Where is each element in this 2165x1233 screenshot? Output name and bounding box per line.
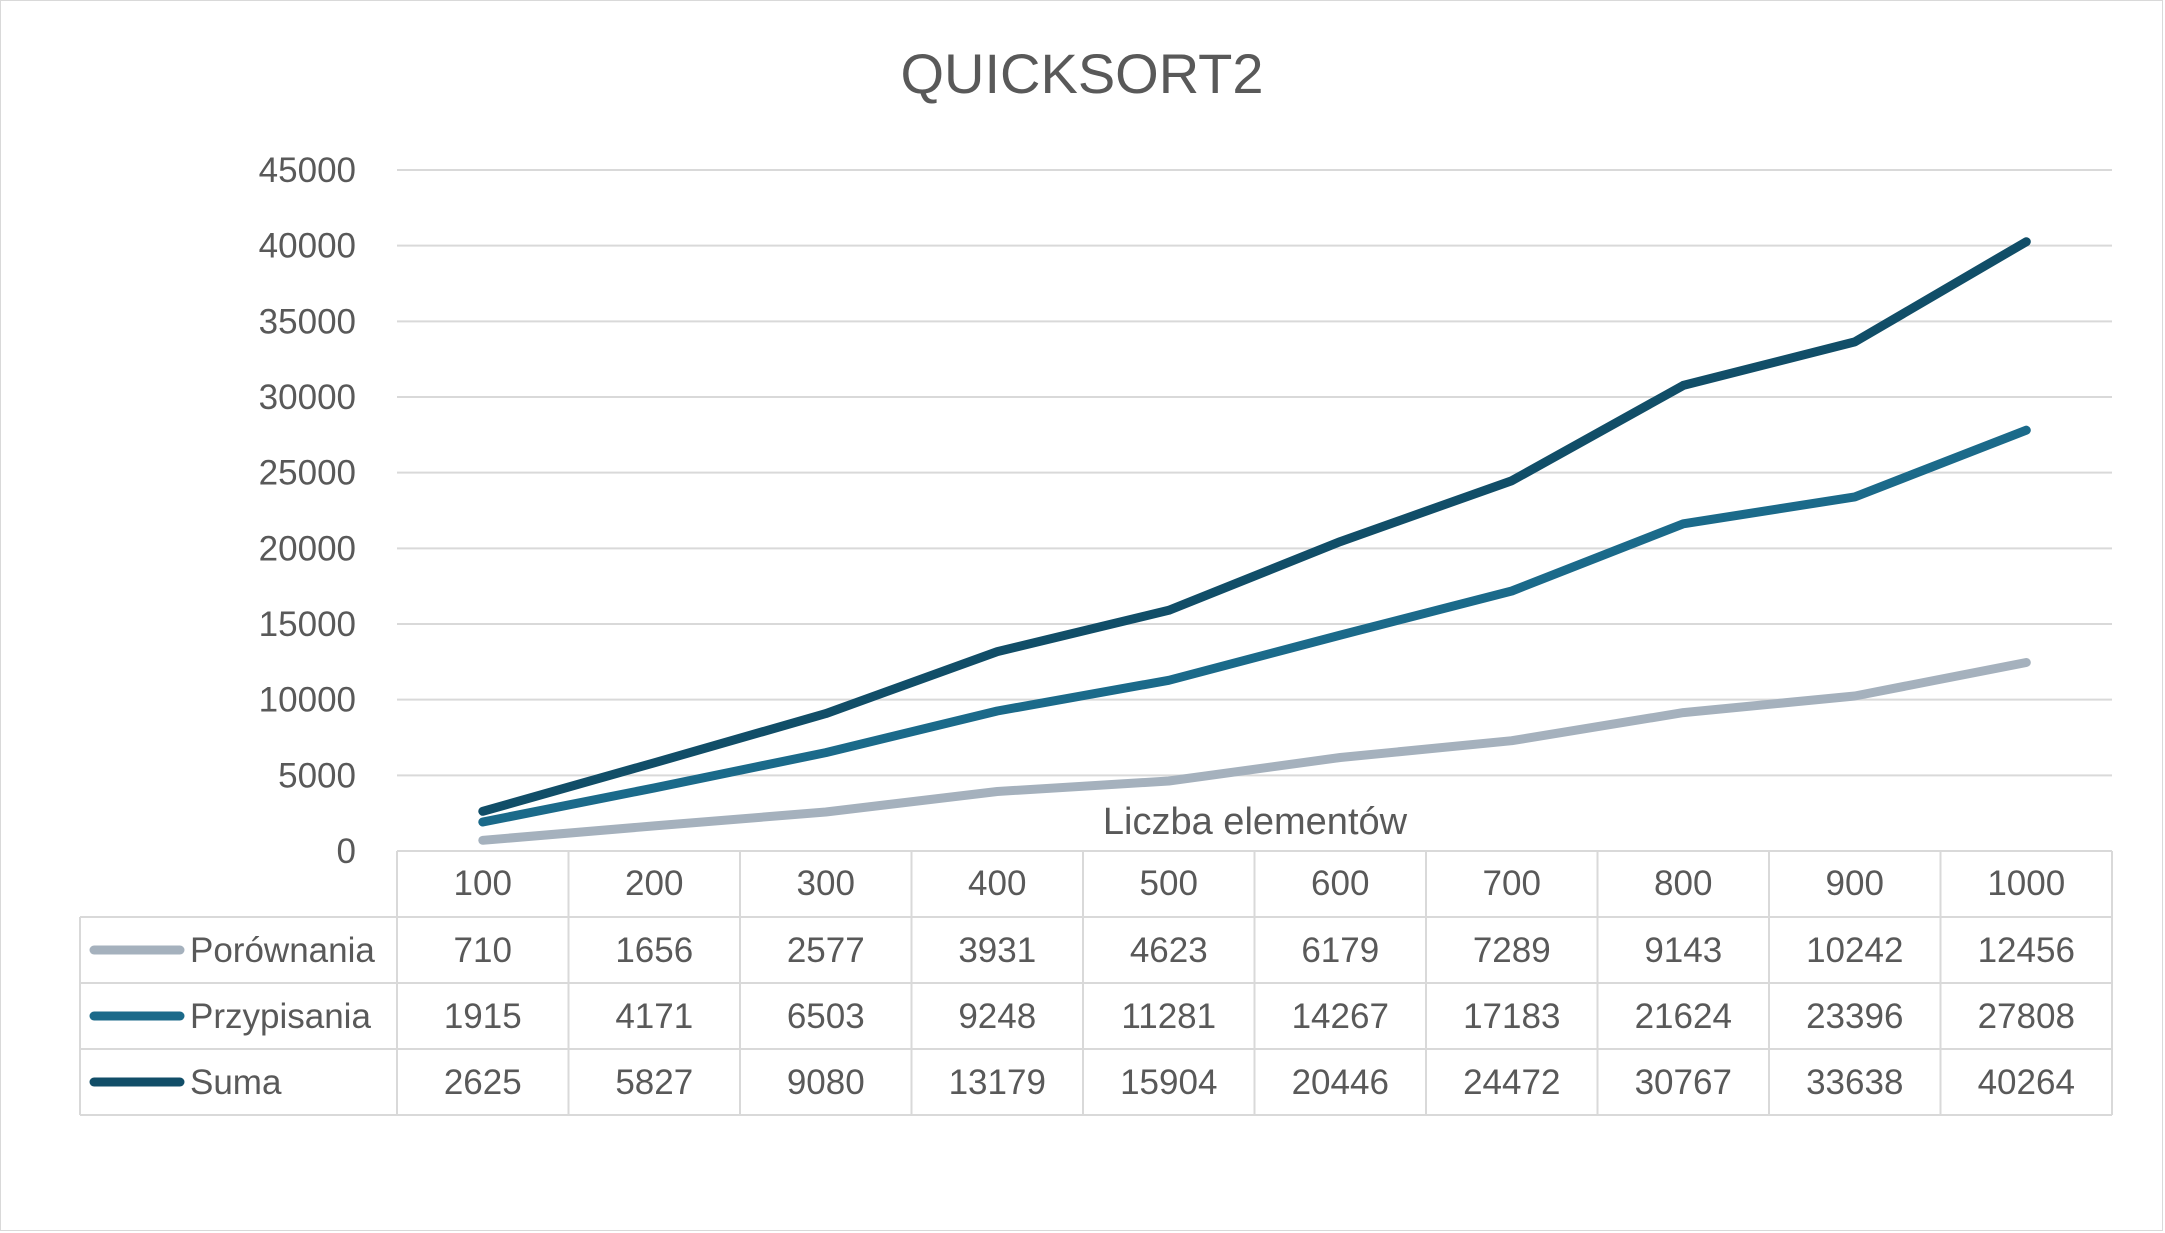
series-line bbox=[478, 425, 2031, 827]
data-label: 10242 bbox=[1806, 931, 1903, 970]
x-tick-label: 200 bbox=[625, 864, 683, 903]
y-tick-label: 10000 bbox=[259, 681, 356, 720]
data-label: 2625 bbox=[444, 1063, 522, 1102]
x-tick-label: 800 bbox=[1654, 864, 1712, 903]
y-tick-label: 25000 bbox=[259, 454, 356, 493]
data-label: 4171 bbox=[615, 997, 693, 1036]
y-tick-label: 0 bbox=[337, 832, 356, 871]
data-label: 17183 bbox=[1463, 997, 1560, 1036]
data-label: 13179 bbox=[949, 1063, 1046, 1102]
series-lines bbox=[478, 237, 2031, 845]
y-tick-label: 20000 bbox=[259, 529, 356, 568]
data-label: 9248 bbox=[958, 997, 1036, 1036]
data-label: 11281 bbox=[1121, 997, 1216, 1036]
y-tick-label: 15000 bbox=[259, 605, 356, 644]
data-label: 20446 bbox=[1292, 1063, 1389, 1102]
chart-title: QUICKSORT2 bbox=[900, 42, 1263, 105]
legend-label: Porównania bbox=[190, 931, 375, 970]
data-label: 12456 bbox=[1978, 931, 2075, 970]
x-tick-label: 900 bbox=[1826, 864, 1884, 903]
data-label: 3931 bbox=[958, 931, 1036, 970]
y-tick-label: 30000 bbox=[259, 378, 356, 417]
x-tick-label: 100 bbox=[454, 864, 512, 903]
x-axis-label: Liczba elementów bbox=[1103, 801, 1408, 843]
data-label: 21624 bbox=[1635, 997, 1732, 1036]
series-line bbox=[478, 658, 2031, 845]
data-label: 33638 bbox=[1806, 1063, 1903, 1102]
data-label: 27808 bbox=[1978, 997, 2075, 1036]
legend-label: Suma bbox=[190, 1063, 282, 1102]
x-tick-label: 1000 bbox=[1987, 864, 2065, 903]
data-label: 2577 bbox=[787, 931, 865, 970]
legend-label: Przypisania bbox=[190, 997, 371, 1036]
data-table: 100 200 300 400 500 600 700 800 900 1000 Porównani… bbox=[79, 850, 2113, 1116]
data-label: 4623 bbox=[1130, 931, 1208, 970]
data-label: 15904 bbox=[1120, 1063, 1217, 1102]
data-label: 5827 bbox=[615, 1063, 693, 1102]
x-tick-label: 500 bbox=[1140, 864, 1198, 903]
data-label: 1915 bbox=[444, 997, 522, 1036]
data-label: 9080 bbox=[787, 1063, 865, 1102]
data-label: 1656 bbox=[615, 931, 693, 970]
data-label: 40264 bbox=[1978, 1063, 2075, 1102]
y-axis-ticks: 0 5000 10000 15000 20000 25000 30000 35000 40000… bbox=[259, 151, 356, 871]
y-tick-label: 45000 bbox=[259, 151, 356, 190]
x-tick-label: 700 bbox=[1483, 864, 1541, 903]
gridlines bbox=[397, 169, 2112, 777]
x-tick-label: 400 bbox=[968, 864, 1026, 903]
x-tick-label: 300 bbox=[797, 864, 855, 903]
data-label: 7289 bbox=[1473, 931, 1551, 970]
y-tick-label: 5000 bbox=[278, 756, 356, 795]
data-label: 6503 bbox=[787, 997, 865, 1036]
series-line bbox=[478, 237, 2031, 816]
data-label: 9143 bbox=[1644, 931, 1722, 970]
data-label: 710 bbox=[454, 931, 512, 970]
data-label: 24472 bbox=[1463, 1063, 1560, 1102]
data-label: 14267 bbox=[1292, 997, 1389, 1036]
data-label: 23396 bbox=[1806, 997, 1903, 1036]
y-tick-label: 40000 bbox=[259, 227, 356, 266]
x-tick-label: 600 bbox=[1311, 864, 1369, 903]
data-label: 30767 bbox=[1635, 1063, 1732, 1102]
y-tick-label: 35000 bbox=[259, 302, 356, 341]
data-label: 6179 bbox=[1301, 931, 1379, 970]
